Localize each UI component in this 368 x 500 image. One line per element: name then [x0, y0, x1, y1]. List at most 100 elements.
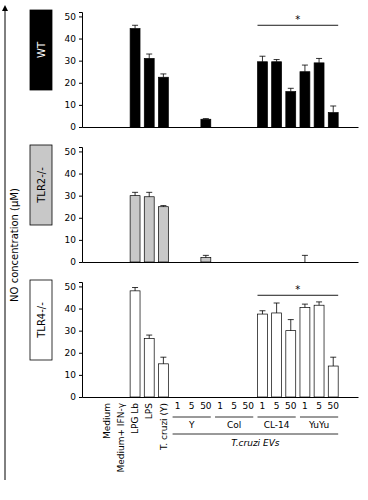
bar [286, 92, 296, 127]
group-label: YuYu [308, 420, 329, 430]
error-bar-cap [160, 73, 166, 74]
error-bar-stem [290, 88, 291, 91]
y-tick-label: 30 [65, 326, 77, 336]
y-tick-mark [79, 331, 82, 332]
error-bar-cap [259, 56, 265, 57]
x-tick: 50 [285, 401, 297, 411]
panel: WT01020304050* [30, 10, 359, 132]
x-tick: LPG Lb [130, 403, 140, 434]
bar [286, 262, 296, 263]
x-tick: 5 [231, 401, 237, 411]
plot-area [130, 192, 308, 262]
bar [215, 127, 225, 128]
y-tick-mark [79, 196, 82, 197]
bar [144, 338, 154, 397]
error-bar-cap [160, 205, 166, 206]
bar [187, 262, 197, 263]
error-bar-cap [316, 301, 322, 302]
x-tick: 1 [217, 401, 223, 411]
y-tick: 30 [65, 326, 82, 336]
error-bar [274, 60, 280, 62]
error-bar-cap [203, 118, 209, 119]
significance-label: * [295, 14, 300, 25]
error-bar [288, 320, 294, 331]
y-tick-mark [79, 61, 82, 62]
x-tick: 1 [175, 401, 181, 411]
x-axis-line [83, 262, 359, 263]
y-tick: 0 [70, 392, 82, 402]
error-bar-stem [135, 192, 136, 195]
x-tick-label: 50 [243, 401, 255, 411]
bar [258, 314, 268, 397]
bar [102, 262, 112, 263]
error-bar-stem [149, 192, 150, 196]
y-tick: 40 [65, 169, 82, 179]
bar [300, 72, 310, 127]
panel-label: WT [36, 41, 47, 58]
error-bar-cap [302, 255, 308, 256]
y-tick: 10 [65, 100, 82, 110]
axis-arrow [5, 8, 6, 480]
error-bar [330, 106, 336, 113]
y-axis: 01020304050 [65, 12, 83, 133]
error-bar-cap [302, 65, 308, 66]
error-bar [316, 58, 322, 62]
y-tick-label: 20 [65, 78, 77, 88]
bar [173, 397, 183, 398]
error-bar [302, 255, 308, 262]
error-bar [146, 192, 152, 196]
y-axis: 01020304050 [65, 282, 83, 403]
bar [258, 262, 268, 263]
x-tick-label: T. cruzi (Y) [159, 403, 169, 451]
error-bar-cap [330, 357, 336, 358]
error-bar-stem [163, 74, 164, 77]
group-label: CL-14 [264, 420, 290, 430]
bar [229, 397, 239, 398]
error-bar-cap [146, 335, 152, 336]
x-tick-label: LPS [144, 403, 154, 419]
bar [272, 313, 282, 397]
y-tick-mark [79, 375, 82, 376]
error-bar [132, 288, 138, 291]
error-bar [316, 302, 322, 305]
bar [272, 62, 282, 127]
y-axis: 01020304050 [65, 147, 83, 268]
error-bar-stem [149, 335, 150, 338]
y-tick-label: 0 [70, 257, 76, 267]
y-tick-mark [79, 240, 82, 241]
y-tick-label: 50 [65, 12, 77, 22]
bar [258, 62, 268, 127]
bar [158, 364, 168, 397]
x-tick-label: 5 [316, 401, 322, 411]
y-axis-title: NO concentration (µM) [9, 188, 20, 302]
y-tick-mark [79, 397, 82, 398]
x-tick: T. cruzi (Y) [159, 403, 169, 451]
panel-label: TLR2-/- [36, 167, 47, 204]
y-axis-line [79, 283, 83, 398]
y-tick-mark [79, 16, 82, 17]
error-bar [146, 54, 152, 58]
x-tick: LPS [144, 403, 154, 419]
y-axis-line [79, 148, 83, 263]
y-tick: 30 [65, 191, 82, 201]
y-tick: 50 [65, 147, 82, 157]
error-bar-stem [135, 25, 136, 28]
y-tick: 0 [70, 122, 82, 132]
x-axis-line [83, 397, 359, 398]
y-tick-mark [79, 286, 82, 287]
panel: TLR2-/-01020304050 [30, 145, 359, 267]
x-tick: 5 [189, 401, 195, 411]
error-bar [259, 56, 265, 62]
bar [158, 77, 168, 127]
bar [116, 397, 126, 398]
error-bar-stem [163, 357, 164, 364]
error-bar-cap [203, 255, 209, 256]
x-tick: 5 [316, 401, 322, 411]
bar [102, 127, 112, 128]
error-bar-stem [262, 311, 263, 314]
bar [243, 397, 253, 398]
y-tick-label: 40 [65, 169, 77, 179]
panel-label-box [30, 145, 52, 225]
error-bar-cap [330, 105, 336, 106]
bar [130, 29, 140, 127]
